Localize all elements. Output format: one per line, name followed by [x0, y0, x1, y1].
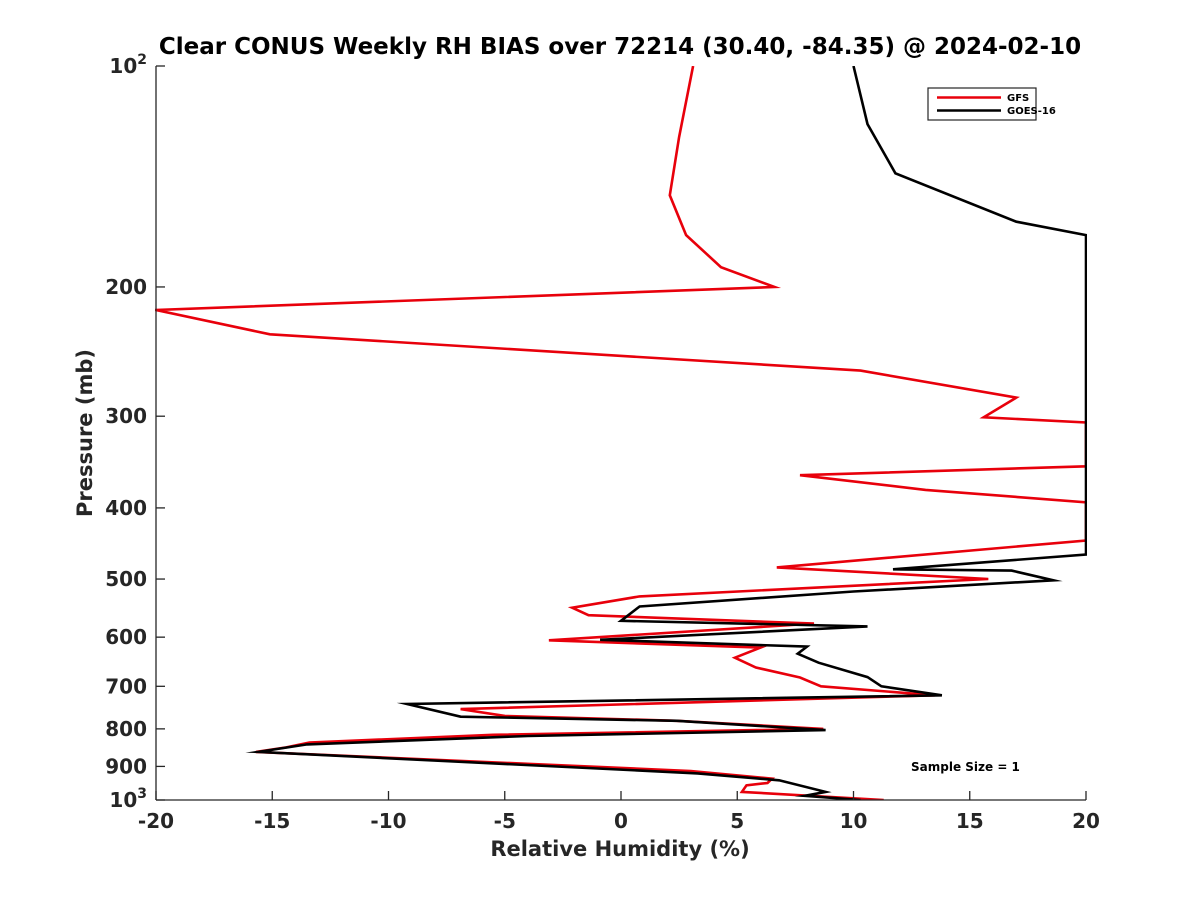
series-layer	[155, 66, 1087, 800]
x-tick-label: 0	[614, 809, 628, 833]
y-tick-label: 102	[109, 52, 147, 78]
y-tick-label: 900	[105, 754, 147, 778]
series-line-gfs	[155, 66, 1087, 800]
y-tick-label: 200	[105, 275, 147, 299]
sample-size-annotation: Sample Size = 1	[911, 760, 1020, 774]
x-tick-label: 10	[840, 809, 868, 833]
series-line-goes16	[245, 66, 1087, 800]
legend-label-goes16: GOES-16	[1007, 106, 1056, 117]
legend: GFS GOES-16	[927, 87, 1056, 121]
legend-box	[927, 87, 1037, 121]
x-tick-label: -10	[370, 809, 406, 833]
x-tick-label: -5	[494, 809, 516, 833]
y-axis-title: Pressure (mb)	[73, 349, 97, 517]
y-tick-label: 800	[105, 717, 147, 741]
x-tick-label: 15	[956, 809, 984, 833]
x-tick-label: -20	[138, 809, 174, 833]
x-tick-label: 5	[730, 809, 744, 833]
ticks-layer: -20 -15 -10 -5 0 5 10 15 20 102 200 300 400 500 600 700…	[105, 52, 1100, 833]
x-tick-label: 20	[1072, 809, 1100, 833]
y-tick-label: 600	[105, 625, 147, 649]
chart-title: Clear CONUS Weekly RH BIAS over 72214 (3…	[159, 34, 1081, 60]
x-axis-title: Relative Humidity (%)	[490, 837, 749, 861]
legend-label-gfs: GFS	[1007, 93, 1029, 104]
y-tick-label: 700	[105, 674, 147, 698]
y-tick-label: 300	[105, 404, 147, 428]
x-tick-label: -15	[254, 809, 290, 833]
y-tick-label: 500	[105, 567, 147, 591]
y-tick-label: 400	[105, 496, 147, 520]
axes-layer	[155, 66, 1086, 801]
